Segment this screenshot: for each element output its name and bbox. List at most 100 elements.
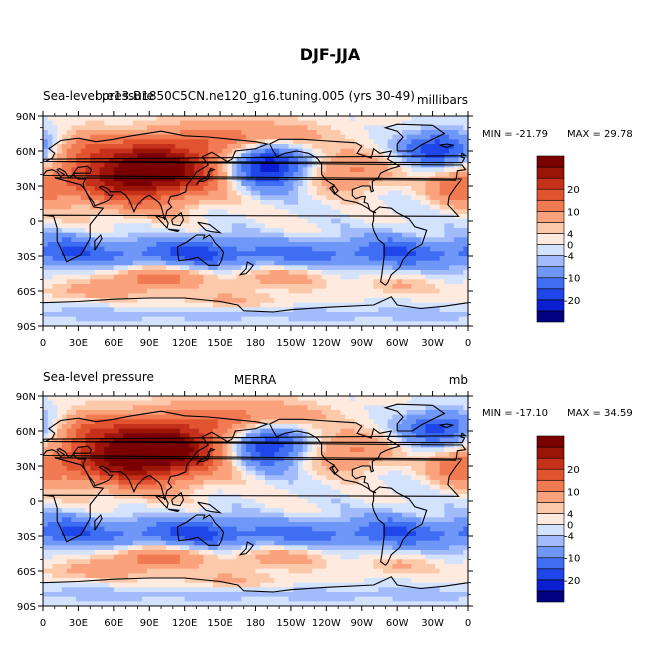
field-cell [383,195,389,201]
field-cell [364,428,370,434]
field-cell [156,288,162,294]
field-cell [170,237,176,243]
field-cell [80,302,86,308]
field-cell [288,293,294,299]
field-cell [71,186,77,192]
field-cell [434,293,441,299]
field-cell [264,214,271,220]
field-cell [312,200,318,206]
field-cell [260,223,266,229]
field-cell [302,204,308,210]
field-cell [255,298,261,304]
field-cell [208,204,214,210]
field-cell [99,396,105,402]
field-cell [425,279,431,285]
field-cell [71,134,77,140]
field-cell [151,251,157,257]
field-cell [236,144,242,150]
field-cell [189,284,195,290]
field-cell [57,279,63,285]
field-cell [137,419,143,425]
field-cell [246,134,252,140]
max-label: MAX = 29.78 [567,129,633,140]
field-cell [316,228,323,234]
field-cell [349,246,356,252]
field-cell [439,265,445,271]
field-cell [71,148,77,154]
field-cell [420,414,426,420]
field-cell [349,228,356,234]
field-cell [76,237,82,243]
field-cell [203,223,209,229]
field-cell [326,298,332,304]
field-cell [293,162,299,168]
field-cell [241,186,247,192]
field-cell [217,424,223,430]
field-cell [264,293,271,299]
field-cell [156,256,162,262]
field-cell [425,125,431,131]
field-cell [255,237,261,243]
field-cell [194,321,200,326]
field-cell [227,302,233,308]
field-cell [236,321,242,326]
field-cell [416,148,422,154]
field-cell [293,172,299,178]
field-cell [57,209,63,215]
field-cell [189,405,195,411]
field-cell [132,251,138,257]
field-cell [231,293,238,299]
field-cell [312,321,318,326]
field-cell [137,134,143,140]
field-cell [392,284,398,290]
field-cell [326,312,332,318]
field-cell [354,125,360,131]
field-cell [118,204,124,210]
field-cell [104,312,110,318]
field-cell [387,256,393,262]
field-cell [227,288,233,294]
field-cell [453,307,459,313]
field-cell [170,209,176,215]
field-cell [184,260,190,266]
field-cell [161,424,167,430]
field-cell [326,405,332,411]
field-cell [217,284,223,290]
field-cell [189,144,195,150]
field-cell [161,186,167,192]
field-cell [293,232,299,238]
field-cell [128,256,134,262]
field-cell [260,232,266,238]
field-cell [439,316,445,322]
field-cell [43,116,49,122]
field-cell [378,158,384,164]
field-cell [71,195,77,201]
field-cell [326,218,332,224]
field-cell [151,321,157,326]
field-cell [340,181,346,187]
field-cell [401,302,408,308]
field-cell [137,158,143,164]
field-cell [165,190,171,196]
field-cell [66,316,72,322]
field-cell [260,200,266,206]
field-cell [99,414,105,420]
field-cell [217,130,223,136]
x-tick-label: 90W [350,338,373,349]
field-cell [453,242,459,248]
field-cell [132,214,138,220]
field-cell [66,288,72,294]
field-cell [420,288,426,294]
field-cell [250,293,256,299]
field-cell [444,200,450,206]
field-cell [298,218,304,224]
field-cell [401,232,408,238]
field-cell [316,139,323,145]
field-cell [430,312,436,318]
field-cell [194,190,200,196]
field-cell [66,144,72,150]
field-cell [57,419,63,425]
field-cell [146,414,153,420]
field-cell [434,130,441,136]
field-cell [217,153,223,159]
